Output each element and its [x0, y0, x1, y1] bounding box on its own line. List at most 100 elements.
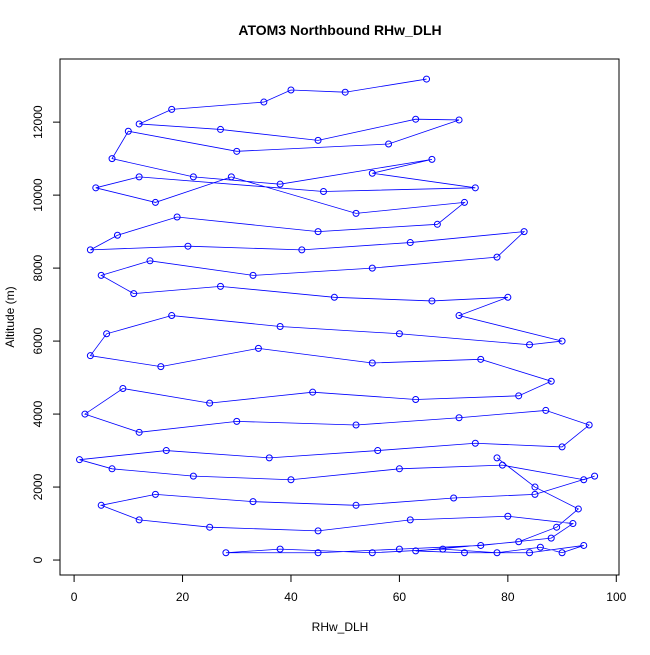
data-point	[493, 454, 501, 462]
data-point	[276, 545, 284, 553]
data-point	[515, 392, 523, 400]
data-point	[108, 465, 116, 473]
data-point	[97, 501, 105, 509]
data-point	[151, 198, 159, 206]
data-point	[233, 147, 241, 155]
data-point	[412, 547, 420, 555]
data-point	[265, 454, 273, 462]
data-point	[168, 312, 176, 320]
x-tick-label: 20	[176, 590, 190, 604]
data-point	[260, 98, 268, 106]
data-point	[455, 414, 463, 422]
data-point	[395, 545, 403, 553]
data-point	[320, 187, 328, 195]
x-tick-label: 0	[71, 590, 78, 604]
chart-title: ATOM3 Northbound RHw_DLH	[238, 22, 441, 38]
data-point	[276, 322, 284, 330]
data-point	[385, 140, 393, 148]
data-point	[428, 155, 436, 163]
data-point	[287, 476, 295, 484]
y-tick-label: 10000	[31, 178, 45, 212]
data-point	[124, 127, 132, 135]
data-point	[558, 549, 566, 557]
data-point	[135, 428, 143, 436]
data-point	[574, 505, 582, 513]
data-point	[330, 293, 338, 301]
data-point	[216, 125, 224, 133]
data-point	[206, 399, 214, 407]
data-point	[591, 472, 599, 480]
y-tick-label: 6000	[31, 327, 45, 354]
x-tick-label: 80	[501, 590, 515, 604]
data-point	[553, 523, 561, 531]
data-point	[113, 231, 121, 239]
data-point	[189, 472, 197, 480]
data-point	[433, 220, 441, 228]
data-point	[526, 341, 534, 349]
data-point	[547, 377, 555, 385]
x-axis-label: RHw_DLH	[312, 620, 369, 634]
y-tick-label: 4000	[31, 400, 45, 427]
data-point	[558, 337, 566, 345]
data-point	[498, 461, 506, 469]
x-tick-label: 100	[606, 590, 626, 604]
data-point	[162, 447, 170, 455]
data-point	[254, 344, 262, 352]
data-point	[368, 169, 376, 177]
data-point	[423, 75, 431, 83]
data-point	[477, 355, 485, 363]
data-point	[395, 330, 403, 338]
data-point	[287, 86, 295, 94]
data-point	[406, 516, 414, 524]
data-point	[151, 490, 159, 498]
data-point	[216, 282, 224, 290]
data-point	[130, 290, 138, 298]
data-point	[531, 490, 539, 498]
data-point	[374, 447, 382, 455]
data-point	[460, 549, 468, 557]
y-tick-label: 8000	[31, 254, 45, 281]
data-point	[471, 439, 479, 447]
data-point	[531, 483, 539, 491]
data-point	[585, 421, 593, 429]
data-point	[222, 549, 230, 557]
data-point	[439, 545, 447, 553]
y-tick-label: 12000	[31, 105, 45, 139]
data-point	[493, 253, 501, 261]
data-point	[406, 239, 414, 247]
data-point	[314, 136, 322, 144]
data-point	[249, 498, 257, 506]
data-point	[547, 534, 555, 542]
data-point	[460, 198, 468, 206]
data-point	[455, 312, 463, 320]
data-point	[352, 209, 360, 217]
data-point	[368, 549, 376, 557]
data-point	[412, 115, 420, 123]
data-point	[542, 406, 550, 414]
data-point	[395, 465, 403, 473]
x-tick-label: 40	[284, 590, 298, 604]
data-point	[76, 456, 84, 464]
data-point	[504, 293, 512, 301]
data-point	[119, 385, 127, 393]
plot-frame	[59, 58, 620, 576]
data-point	[157, 363, 165, 371]
data-point	[233, 417, 241, 425]
data-point	[309, 388, 317, 396]
data-line	[79, 78, 595, 554]
data-point	[249, 271, 257, 279]
data-point	[477, 541, 485, 549]
data-point	[314, 228, 322, 236]
data-point	[81, 410, 89, 418]
data-point	[526, 549, 534, 557]
data-point	[298, 246, 306, 254]
data-point	[558, 443, 566, 451]
data-point	[135, 120, 143, 128]
data-point	[450, 494, 458, 502]
data-point	[135, 173, 143, 181]
data-point	[341, 88, 349, 96]
data-point	[352, 501, 360, 509]
data-point	[428, 297, 436, 305]
